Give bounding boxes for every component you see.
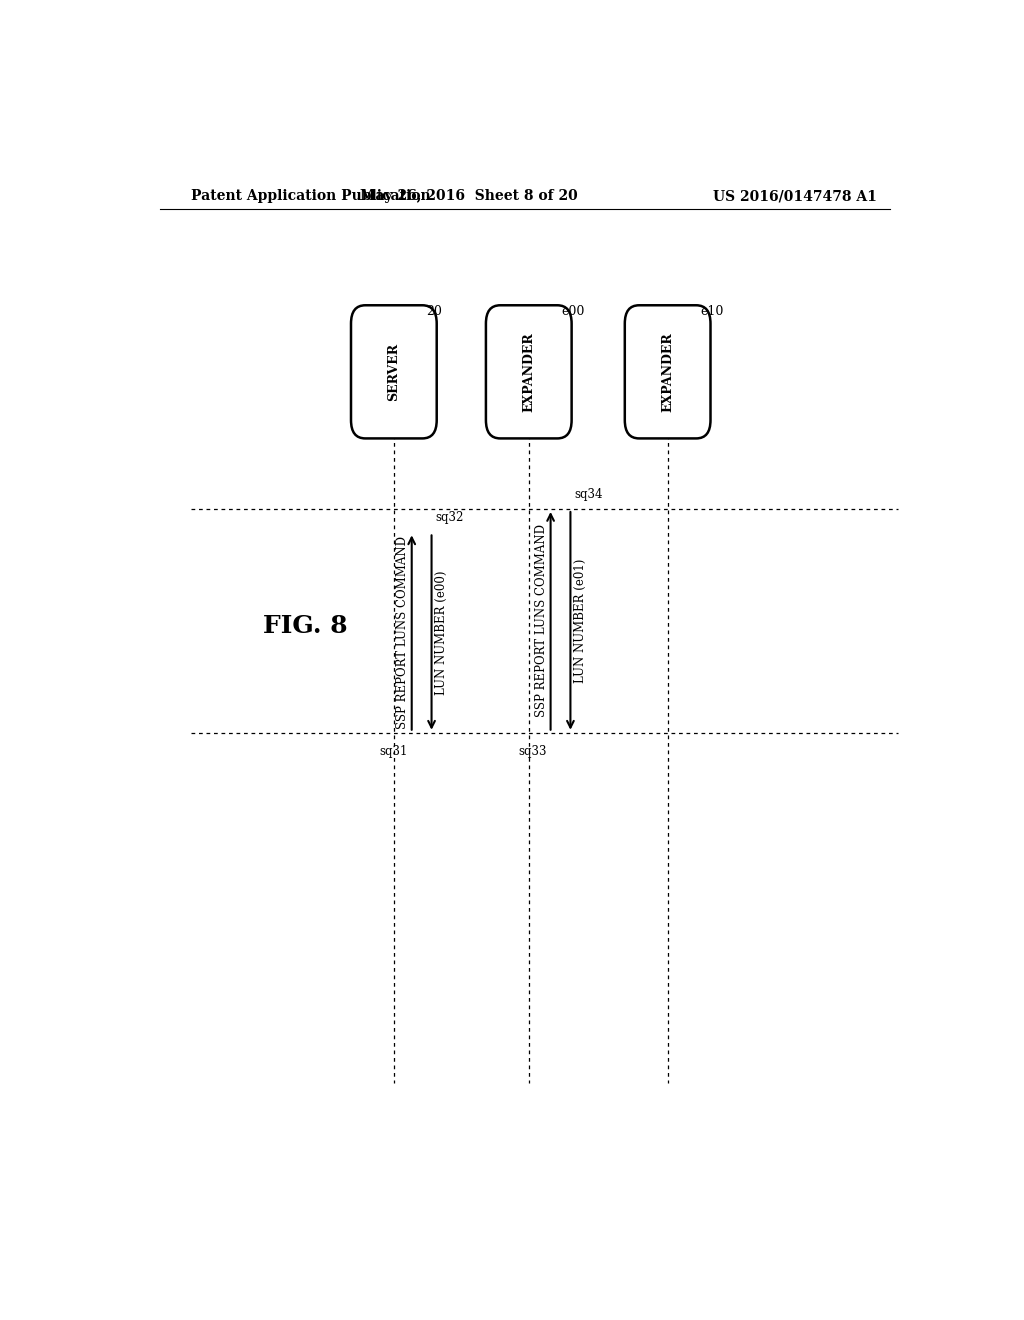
Text: sq34: sq34: [574, 488, 603, 500]
Text: sq31: sq31: [379, 744, 408, 758]
Text: EXPANDER: EXPANDER: [662, 331, 674, 412]
Text: SSP REPORT LUNS COMMAND: SSP REPORT LUNS COMMAND: [535, 524, 548, 717]
Text: 20: 20: [426, 305, 442, 318]
Text: LUN NUMBER (e00): LUN NUMBER (e00): [434, 570, 447, 694]
Text: Patent Application Publication: Patent Application Publication: [191, 189, 431, 203]
FancyBboxPatch shape: [625, 305, 711, 438]
Text: EXPANDER: EXPANDER: [522, 331, 536, 412]
Text: SERVER: SERVER: [387, 343, 400, 401]
Text: sq33: sq33: [518, 744, 547, 758]
Text: e00: e00: [561, 305, 585, 318]
Text: May 26, 2016  Sheet 8 of 20: May 26, 2016 Sheet 8 of 20: [360, 189, 579, 203]
Text: US 2016/0147478 A1: US 2016/0147478 A1: [713, 189, 877, 203]
FancyBboxPatch shape: [486, 305, 571, 438]
FancyBboxPatch shape: [351, 305, 436, 438]
Text: e10: e10: [700, 305, 724, 318]
Text: sq32: sq32: [435, 511, 464, 524]
Text: SSP REPORT LUNS COMMAND: SSP REPORT LUNS COMMAND: [395, 536, 409, 729]
Text: FIG. 8: FIG. 8: [263, 614, 347, 638]
Text: LUN NUMBER (e01): LUN NUMBER (e01): [573, 558, 587, 682]
